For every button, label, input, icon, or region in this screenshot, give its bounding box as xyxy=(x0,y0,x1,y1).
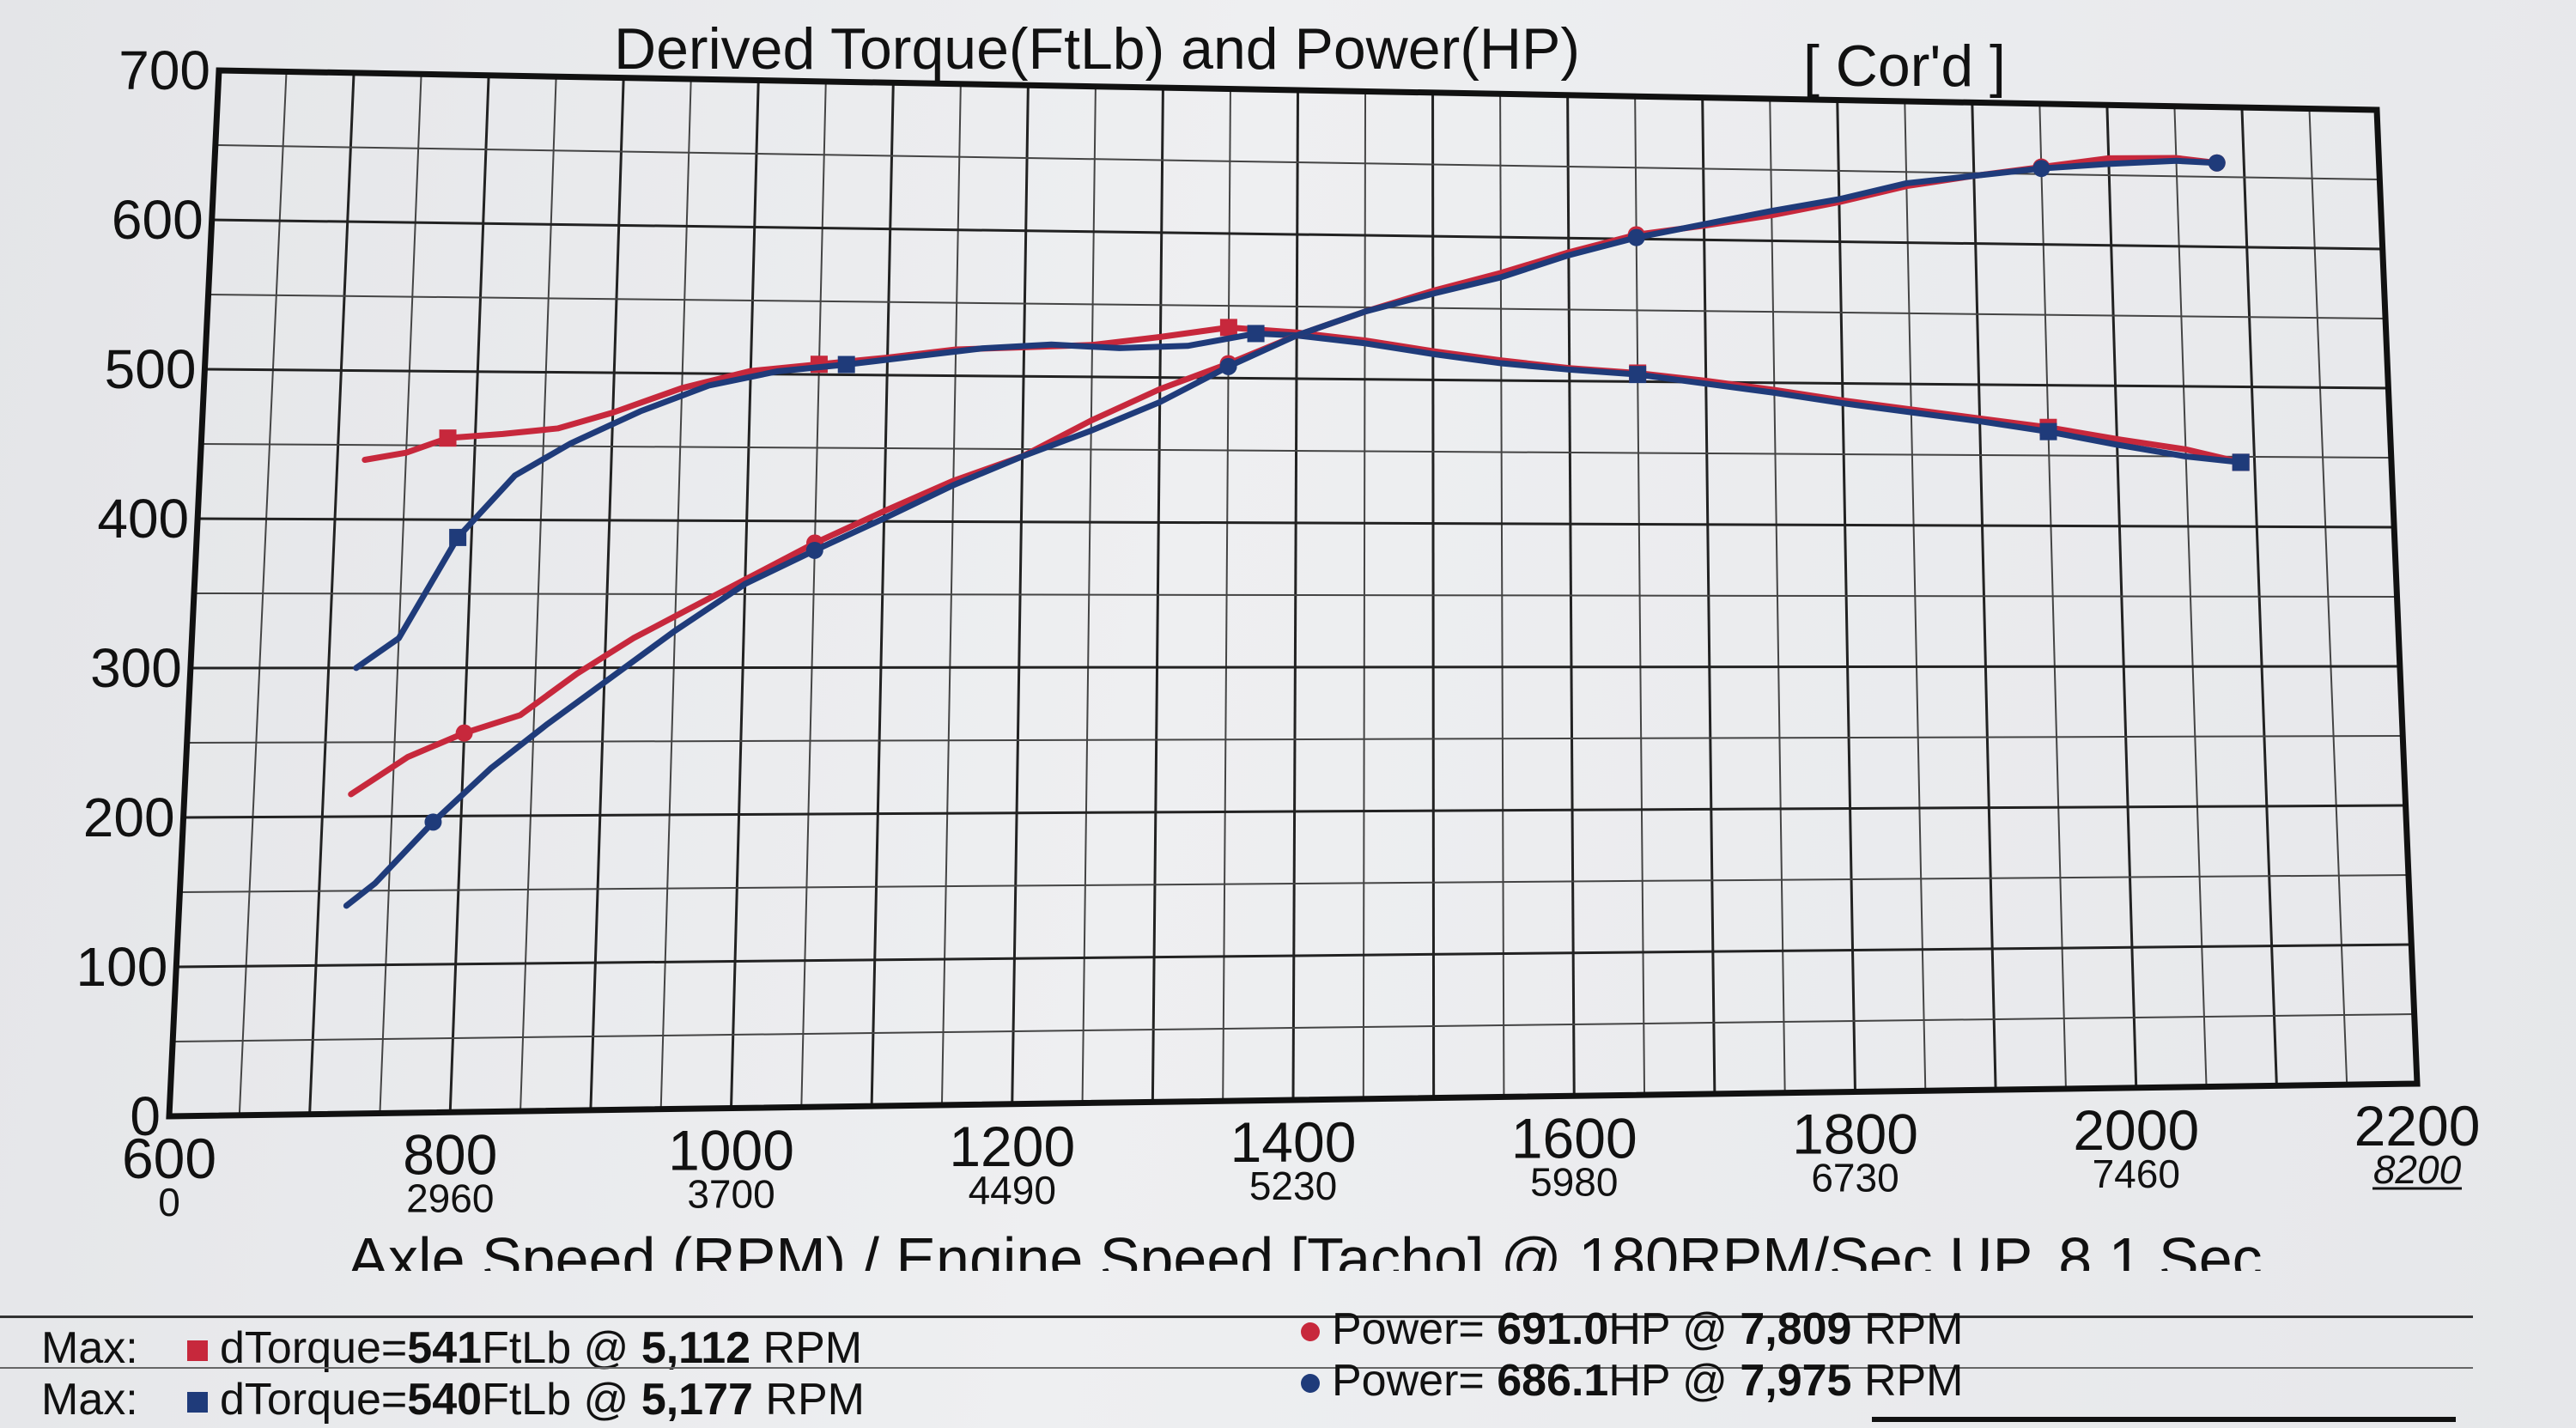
red-circle-marker xyxy=(1301,1322,1320,1342)
grid-h-line xyxy=(176,943,2412,969)
grid-h-line xyxy=(208,294,2386,319)
x-tick-axle: 1200 xyxy=(949,1115,1075,1178)
series-point xyxy=(805,541,823,559)
x-tick-engine: 5980 xyxy=(1530,1159,1618,1204)
y-tick-labels: 0 100 200 300 400 500 600 700 xyxy=(76,39,210,1147)
series-line xyxy=(348,155,2221,798)
y-tick-label: 300 xyxy=(90,637,182,699)
grid-h-line xyxy=(197,517,2395,529)
power-max-2: Power= 686.1HP @ 7,975 RPM xyxy=(1301,1355,1964,1407)
x-tick-engine: 5230 xyxy=(1249,1164,1337,1208)
grid-h-line xyxy=(183,804,2406,819)
series-point xyxy=(424,813,442,831)
series-line xyxy=(361,324,2245,465)
series-point xyxy=(837,355,855,374)
y-tick-label: 0 xyxy=(130,1085,161,1147)
grid-h-line xyxy=(193,592,2397,598)
max-label: Max: xyxy=(41,1375,138,1425)
x-tick-axle: 1400 xyxy=(1230,1110,1357,1174)
chart-title: Derived Torque(FtLb) and Power(HP) xyxy=(614,16,1580,82)
series-point xyxy=(2039,422,2057,441)
grid-h-line xyxy=(179,874,2409,893)
series-point xyxy=(455,724,473,742)
summary-row-2: Max: dTorque=540FtLb @ 5,177 RPM Power= … xyxy=(0,1356,2490,1427)
x-tick-axle: 1000 xyxy=(668,1119,794,1182)
divider-top xyxy=(0,1316,2473,1318)
torque-max-1: dTorque=541FtLb @ 5,112 RPM xyxy=(187,1322,862,1374)
blue-square-marker xyxy=(187,1392,208,1413)
x-tick-engine: 0 xyxy=(158,1180,180,1224)
torque-max-2: dTorque=540FtLb @ 5,177 RPM xyxy=(187,1374,865,1425)
y-tick-label: 500 xyxy=(105,338,197,400)
x-tick-axle: 1600 xyxy=(1511,1106,1637,1170)
power-max-1: Power= 691.0HP @ 7,809 RPM xyxy=(1301,1303,1964,1355)
grid-h-line xyxy=(211,218,2383,251)
series-point xyxy=(2032,160,2050,178)
red-square-marker xyxy=(187,1340,208,1362)
summary-row-1: Max: dTorque=541FtLb @ 5,112 RPM Power= … xyxy=(0,1304,2490,1376)
x-axis-label: Axle Speed (RPM) / Engine Speed [Tacho] … xyxy=(348,1225,2262,1271)
x-tick-engine: 3700 xyxy=(687,1172,775,1217)
x-tick-engine: 7460 xyxy=(2093,1152,2180,1196)
series-point xyxy=(1627,228,1645,246)
grid xyxy=(166,67,2421,1120)
series-point xyxy=(1219,357,1237,375)
x-tick-engine: 6730 xyxy=(1811,1156,1899,1200)
x-tick-engine: 2960 xyxy=(406,1176,494,1220)
grid-h-line xyxy=(173,1013,2415,1042)
series-point xyxy=(439,429,457,447)
y-tick-label: 200 xyxy=(83,787,175,848)
series-line xyxy=(343,157,2221,909)
series-point xyxy=(2208,154,2226,172)
chart-title-tag: [ Cor'd ] xyxy=(1803,33,2006,99)
x-tick-engine: 8200 xyxy=(2373,1147,2462,1192)
series-point xyxy=(449,528,467,546)
y-tick-label: 100 xyxy=(76,936,168,998)
x-tick-axle: 1800 xyxy=(1792,1103,1918,1166)
series-point xyxy=(2232,453,2250,471)
grid-h-line xyxy=(190,665,2400,670)
series-point xyxy=(1629,366,1647,384)
x-tick-axle: 2000 xyxy=(2073,1098,2199,1162)
series-point xyxy=(1247,325,1265,343)
series-layer xyxy=(343,154,2250,909)
divider-bottom xyxy=(1872,1417,2456,1422)
max-label: Max: xyxy=(41,1323,138,1373)
grid-h-line xyxy=(204,368,2389,390)
x-tick-axle: 600 xyxy=(122,1127,216,1190)
blue-circle-marker xyxy=(1301,1374,1320,1394)
series-point xyxy=(1219,319,1237,337)
plot-frame xyxy=(166,67,2421,1120)
x-tick-axle: 800 xyxy=(403,1122,497,1186)
divider-middle xyxy=(0,1367,2473,1369)
series-line xyxy=(353,330,2245,671)
grid-h-line xyxy=(186,735,2403,744)
y-tick-label: 400 xyxy=(97,488,189,550)
y-tick-label: 700 xyxy=(118,39,210,101)
x-tick-axle: 2200 xyxy=(2354,1094,2481,1158)
y-tick-label: 600 xyxy=(112,189,204,251)
x-tick-engine: 4490 xyxy=(969,1168,1056,1212)
